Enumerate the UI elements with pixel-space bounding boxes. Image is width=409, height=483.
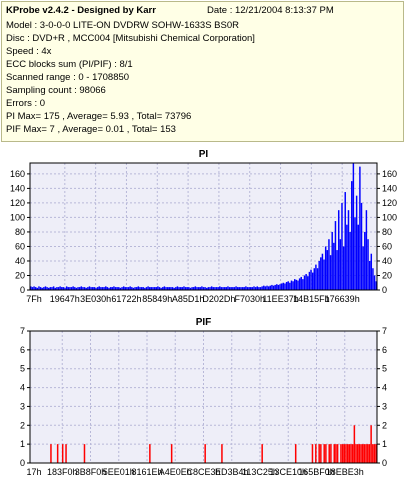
y-tick-label-right: 120	[382, 198, 397, 208]
chart-title: PIF	[196, 317, 212, 328]
y-tick-label-left: 20	[15, 270, 25, 280]
sampling-line: Sampling count : 98066	[6, 85, 106, 96]
x-tick-label: 13CE10h	[269, 467, 307, 477]
x-tick-label: 165BF0h	[298, 467, 335, 477]
y-tick-label-right: 160	[382, 169, 397, 179]
plot-frame	[29, 162, 378, 291]
y-tick-label-left: 60	[15, 241, 25, 251]
x-tick-label: 8161Eh	[131, 467, 162, 477]
y-tick-label-right: 4	[382, 383, 387, 393]
x-tick-label: 7Fh	[26, 294, 42, 304]
y-tick-label-right: 140	[382, 183, 397, 193]
x-tick-label: A85D1h	[172, 294, 205, 304]
y-tick-label-right: 3	[382, 401, 387, 411]
y-tick-label-left: 40	[15, 256, 25, 266]
y-tick-label-left: 0	[20, 458, 25, 468]
x-tick-label: 3E030h	[80, 294, 111, 304]
pif-chart-panel: PIF 0 0 1 1 2 2 3 3 4 4 5 5 6 6 7 7 17h 183F0h 3B8F0h 5EE01h…	[0, 313, 409, 480]
chart-title: PI	[199, 149, 209, 160]
scan-date: Date : 12/21/2004 8:13:37 PM	[207, 5, 334, 16]
y-tick-label-right: 60	[382, 241, 392, 251]
y-tick-label-left: 7	[20, 326, 25, 336]
x-tick-label: 85849h	[142, 294, 172, 304]
y-tick-label-left: 3	[20, 401, 25, 411]
x-tick-label: F7030h	[234, 294, 265, 304]
y-tick-label-right: 2	[382, 420, 387, 430]
pif-chart: PIF 0 0 1 1 2 2 3 3 4 4 5 5 6 6 7 7 17h 183F0h3B8F0h5EE01h…	[20, 317, 387, 477]
pi-chart: PI 0 0 20 20 40 40 60 60 80 80 100 100 120 120 140 140 16…	[10, 149, 397, 304]
speed-line: Speed : 4x	[6, 46, 52, 57]
y-tick-label-left: 80	[15, 227, 25, 237]
plot-frame	[29, 330, 378, 464]
y-tick-label-left: 5	[20, 364, 25, 374]
app-title: KProbe v2.4.2 - Designed by Karr	[6, 5, 156, 16]
x-tick-label: 17h	[26, 467, 41, 477]
x-tick-label: 61722h	[111, 294, 141, 304]
y-tick-label-right: 0	[382, 285, 387, 295]
x-tick-label: A4E0Eh	[159, 467, 192, 477]
y-tick-label-left: 140	[10, 183, 25, 193]
y-tick-label-left: 2	[20, 420, 25, 430]
x-tick-label: D202Dh	[202, 294, 235, 304]
errors-line: Errors : 0	[6, 98, 46, 109]
disc-info-panel: KProbe v2.4.2 - Designed by Karr Date : …	[1, 1, 404, 142]
pi-chart-panel: PI 0 0 20 20 40 40 60 60 80 80 100 100 120 120 140 140 16…	[0, 145, 409, 305]
x-tick-label: 11EE37h	[262, 294, 298, 304]
x-tick-label: 183F0h	[47, 467, 78, 477]
y-tick-label-right: 80	[382, 227, 392, 237]
y-tick-label-right: 7	[382, 326, 387, 336]
y-tick-label-left: 120	[10, 198, 25, 208]
y-tick-label-left: 100	[10, 212, 25, 222]
pif-stats-line: PIF Max= 7 , Average= 0.01 , Total= 153	[6, 124, 176, 135]
x-tick-label: ED3B4h	[215, 467, 249, 477]
x-tick-label: 113C25h	[242, 467, 278, 477]
ecc-line: ECC blocks sum (PI/PIF) : 8/1	[6, 59, 133, 70]
y-tick-label-right: 100	[382, 212, 397, 222]
pi-stats-line: PI Max= 175 , Average= 5.93 , Total= 737…	[6, 111, 192, 122]
y-tick-label-right: 0	[382, 458, 387, 468]
x-tick-label: C8CE3h	[186, 467, 220, 477]
x-tick-label: 176639h	[325, 294, 360, 304]
y-tick-label-right: 20	[382, 270, 392, 280]
x-tick-label: 14B15Fh	[293, 294, 330, 304]
y-tick-label-left: 6	[20, 345, 25, 355]
x-tick-label: 5EE01h	[103, 467, 135, 477]
y-tick-label-left: 4	[20, 383, 25, 393]
x-tick-label: 19647h	[50, 294, 80, 304]
y-tick-label-right: 1	[382, 439, 387, 449]
x-tick-label: 3B8F0h	[75, 467, 107, 477]
y-tick-label-right: 6	[382, 345, 387, 355]
model-line: Model : 3-0-0-0 LITE-ON DVDRW SOHW-1633S…	[6, 20, 239, 31]
y-tick-label-left: 160	[10, 169, 25, 179]
disc-line: Disc : DVD+R , MCC004 [Mitsubishi Chemic…	[6, 33, 255, 44]
y-tick-label-right: 40	[382, 256, 392, 266]
range-line: Scanned range : 0 - 1708850	[6, 72, 130, 83]
y-tick-label-left: 0	[20, 285, 25, 295]
x-tick-label: 18EBE3h	[326, 467, 364, 477]
y-tick-label-right: 5	[382, 364, 387, 374]
y-tick-label-left: 1	[20, 439, 25, 449]
